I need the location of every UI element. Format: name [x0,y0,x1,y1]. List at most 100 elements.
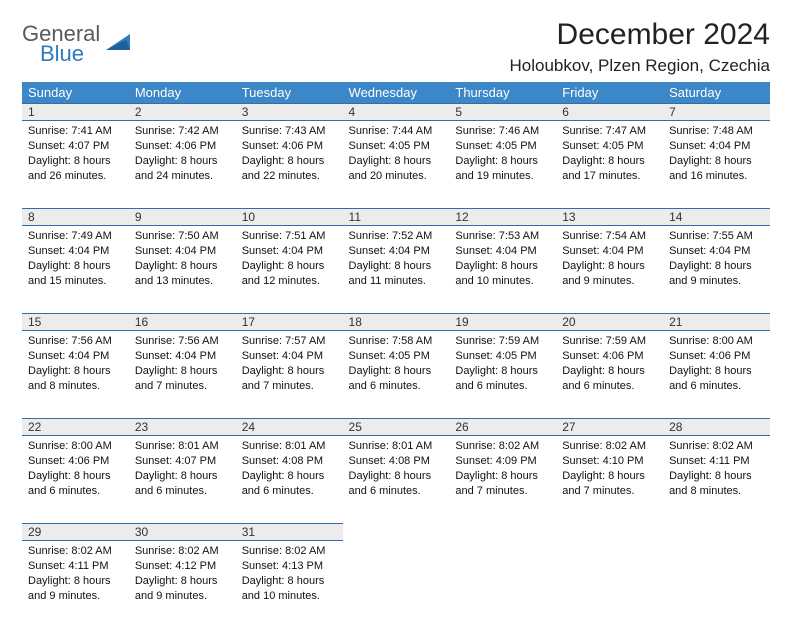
daylight-line: Daylight: 8 hours and 6 minutes. [349,364,444,394]
sunset-line: Sunset: 4:04 PM [669,244,764,259]
day-number-cell: 15 [22,314,129,331]
day-info-cell: Sunrise: 7:42 AMSunset: 4:06 PMDaylight:… [129,121,236,209]
day-number-cell: 8 [22,209,129,226]
day-info-cell: Sunrise: 7:44 AMSunset: 4:05 PMDaylight:… [343,121,450,209]
day-info-cell: Sunrise: 8:02 AMSunset: 4:12 PMDaylight:… [129,541,236,629]
sunset-line: Sunset: 4:08 PM [242,454,337,469]
sunset-line: Sunset: 4:08 PM [349,454,444,469]
daylight-line: Daylight: 8 hours and 7 minutes. [135,364,230,394]
sunrise-line: Sunrise: 7:51 AM [242,229,337,244]
day-number-cell: 18 [343,314,450,331]
sunrise-line: Sunrise: 7:53 AM [455,229,550,244]
day-info-cell: Sunrise: 7:48 AMSunset: 4:04 PMDaylight:… [663,121,770,209]
sunset-line: Sunset: 4:04 PM [28,349,123,364]
day-info-cell: Sunrise: 8:02 AMSunset: 4:10 PMDaylight:… [556,436,663,524]
daylight-line: Daylight: 8 hours and 7 minutes. [562,469,657,499]
day-number-cell: 25 [343,419,450,436]
location: Holoubkov, Plzen Region, Czechia [510,56,771,76]
sunrise-line: Sunrise: 8:02 AM [562,439,657,454]
day-number-cell: 24 [236,419,343,436]
day-number-cell: 11 [343,209,450,226]
sunrise-line: Sunrise: 8:01 AM [242,439,337,454]
day-info-cell: Sunrise: 8:02 AMSunset: 4:11 PMDaylight:… [663,436,770,524]
month-title: December 2024 [510,18,771,52]
day-number-cell: 7 [663,104,770,121]
sunrise-line: Sunrise: 7:50 AM [135,229,230,244]
sunset-line: Sunset: 4:09 PM [455,454,550,469]
daylight-line: Daylight: 8 hours and 6 minutes. [455,364,550,394]
sunset-line: Sunset: 4:05 PM [349,349,444,364]
weekday-header-row: SundayMondayTuesdayWednesdayThursdayFrid… [22,82,770,104]
day-number-row: 891011121314 [22,209,770,226]
day-info-cell: Sunrise: 7:59 AMSunset: 4:05 PMDaylight:… [449,331,556,419]
day-info-row: Sunrise: 8:02 AMSunset: 4:11 PMDaylight:… [22,541,770,629]
daylight-line: Daylight: 8 hours and 6 minutes. [242,469,337,499]
day-number-cell: 28 [663,419,770,436]
day-number-cell: 27 [556,419,663,436]
sunset-line: Sunset: 4:06 PM [562,349,657,364]
daylight-line: Daylight: 8 hours and 6 minutes. [28,469,123,499]
day-number-cell: 29 [22,524,129,541]
day-info-row: Sunrise: 8:00 AMSunset: 4:06 PMDaylight:… [22,436,770,524]
daylight-line: Daylight: 8 hours and 9 minutes. [669,259,764,289]
daylight-line: Daylight: 8 hours and 10 minutes. [242,574,337,604]
day-info-cell: Sunrise: 7:49 AMSunset: 4:04 PMDaylight:… [22,226,129,314]
sunrise-line: Sunrise: 7:52 AM [349,229,444,244]
day-number-cell: 26 [449,419,556,436]
daylight-line: Daylight: 8 hours and 22 minutes. [242,154,337,184]
day-info-cell: Sunrise: 7:56 AMSunset: 4:04 PMDaylight:… [129,331,236,419]
day-info-cell: Sunrise: 8:02 AMSunset: 4:09 PMDaylight:… [449,436,556,524]
sunset-line: Sunset: 4:06 PM [135,139,230,154]
daylight-line: Daylight: 8 hours and 17 minutes. [562,154,657,184]
day-info-cell: Sunrise: 7:47 AMSunset: 4:05 PMDaylight:… [556,121,663,209]
daylight-line: Daylight: 8 hours and 6 minutes. [349,469,444,499]
sunset-line: Sunset: 4:04 PM [455,244,550,259]
daylight-line: Daylight: 8 hours and 6 minutes. [135,469,230,499]
sunrise-line: Sunrise: 7:42 AM [135,124,230,139]
day-number-cell: 19 [449,314,556,331]
sunrise-line: Sunrise: 7:47 AM [562,124,657,139]
sunset-line: Sunset: 4:10 PM [562,454,657,469]
daylight-line: Daylight: 8 hours and 6 minutes. [669,364,764,394]
weekday-header: Thursday [449,82,556,104]
sunset-line: Sunset: 4:07 PM [28,139,123,154]
daylight-line: Daylight: 8 hours and 8 minutes. [28,364,123,394]
day-info-cell: Sunrise: 8:01 AMSunset: 4:07 PMDaylight:… [129,436,236,524]
sunset-line: Sunset: 4:12 PM [135,559,230,574]
day-number-cell: 3 [236,104,343,121]
sunrise-line: Sunrise: 7:46 AM [455,124,550,139]
sunrise-line: Sunrise: 8:02 AM [669,439,764,454]
sunrise-line: Sunrise: 8:02 AM [135,544,230,559]
day-info-row: Sunrise: 7:41 AMSunset: 4:07 PMDaylight:… [22,121,770,209]
day-number-cell [663,524,770,541]
sunset-line: Sunset: 4:05 PM [562,139,657,154]
daylight-line: Daylight: 8 hours and 8 minutes. [669,469,764,499]
day-number-cell: 17 [236,314,343,331]
day-info-cell: Sunrise: 8:00 AMSunset: 4:06 PMDaylight:… [663,331,770,419]
weekday-header: Sunday [22,82,129,104]
sunset-line: Sunset: 4:06 PM [28,454,123,469]
day-number-cell: 4 [343,104,450,121]
sunrise-line: Sunrise: 7:57 AM [242,334,337,349]
day-number-cell [343,524,450,541]
daylight-line: Daylight: 8 hours and 12 minutes. [242,259,337,289]
day-info-cell: Sunrise: 8:01 AMSunset: 4:08 PMDaylight:… [236,436,343,524]
sunset-line: Sunset: 4:05 PM [455,349,550,364]
day-info-cell: Sunrise: 7:43 AMSunset: 4:06 PMDaylight:… [236,121,343,209]
day-info-row: Sunrise: 7:56 AMSunset: 4:04 PMDaylight:… [22,331,770,419]
sunrise-line: Sunrise: 7:59 AM [455,334,550,349]
day-info-cell: Sunrise: 7:41 AMSunset: 4:07 PMDaylight:… [22,121,129,209]
sunrise-line: Sunrise: 7:43 AM [242,124,337,139]
day-number-cell: 10 [236,209,343,226]
sunrise-line: Sunrise: 8:01 AM [135,439,230,454]
day-info-cell: Sunrise: 8:01 AMSunset: 4:08 PMDaylight:… [343,436,450,524]
day-number-cell: 20 [556,314,663,331]
sunset-line: Sunset: 4:04 PM [242,244,337,259]
day-info-cell: Sunrise: 8:02 AMSunset: 4:11 PMDaylight:… [22,541,129,629]
daylight-line: Daylight: 8 hours and 24 minutes. [135,154,230,184]
sunset-line: Sunset: 4:11 PM [28,559,123,574]
day-info-cell [556,541,663,629]
sunrise-line: Sunrise: 8:02 AM [28,544,123,559]
day-number-cell: 9 [129,209,236,226]
weekday-header: Monday [129,82,236,104]
